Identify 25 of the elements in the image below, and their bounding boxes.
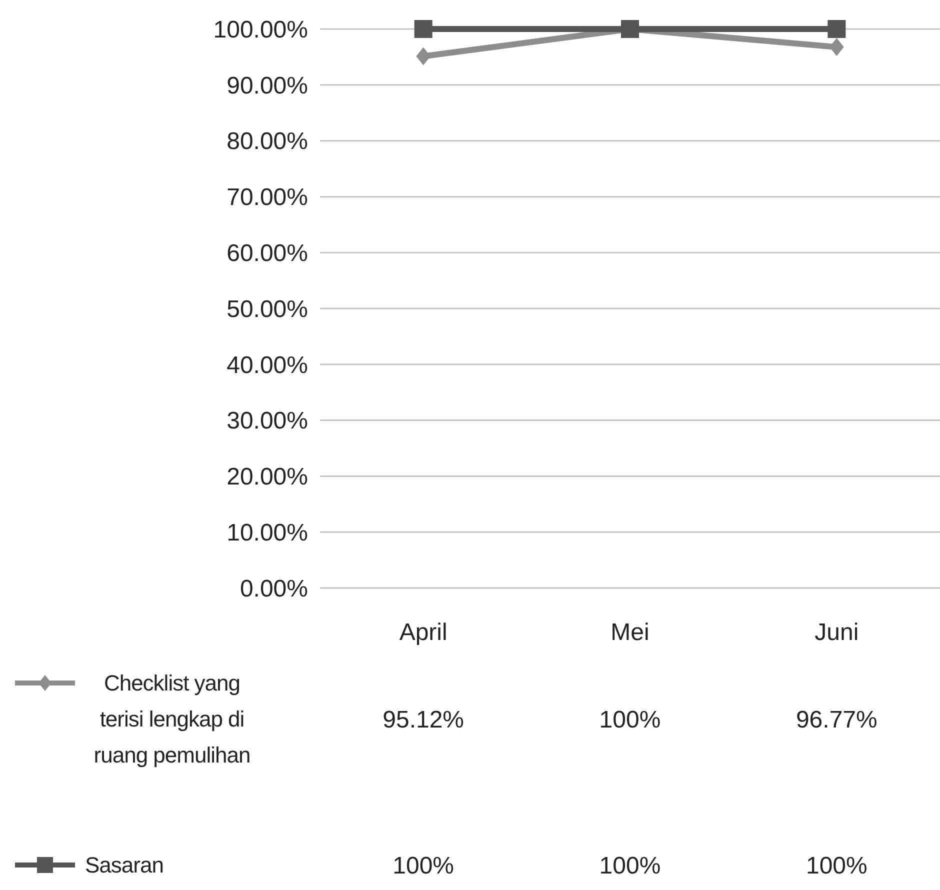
point [416,47,431,66]
y-tick-label: 20.00% [226,464,308,491]
legend-label: Checklist yang terisi lengkap di ruang pemulihan [94,670,250,768]
x-tick-label: April [399,619,448,646]
data-label: 95.12% [382,706,464,734]
y-tick-label: 50.00% [226,296,308,323]
y-tick-label: 90.00% [226,72,308,100]
x-tick-label: Juni [814,619,859,646]
point [828,20,846,38]
y-tick-label: 10.00% [226,520,308,546]
data-label: 96.77% [796,706,878,734]
y-tick-label: 30.00% [226,408,308,435]
data-label: 100% [599,706,661,734]
y-tick-label: 100.00% [213,16,308,44]
data-label: 100% [599,852,661,880]
y-tick-label: 70.00% [226,184,308,212]
data-label: 100% [392,852,454,880]
y-tick-label: 40.00% [226,352,308,379]
y-tick-label: 0.00% [240,575,308,602]
legend-label: Sasaran [85,852,164,878]
point [414,20,432,38]
x-tick-label: Mei [610,619,650,646]
y-tick-label: 80.00% [226,128,308,156]
data-label: 100% [806,852,868,880]
y-tick-label: 60.00% [226,240,308,267]
